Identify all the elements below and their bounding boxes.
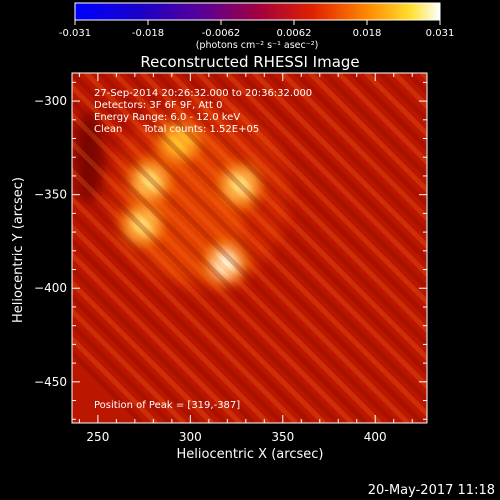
- artefact-stripe: [154, 73, 427, 348]
- artefact-stripe: [280, 73, 427, 222]
- artefact-stripe: [252, 73, 427, 250]
- artefact-stripe: [168, 73, 427, 334]
- colorbar-unit-label: (photons cm⁻² s⁻¹ asec⁻²): [196, 40, 319, 51]
- artefact-stripe: [72, 209, 284, 423]
- artefact-stripe: [196, 73, 427, 306]
- artefact-stripe: [72, 139, 354, 423]
- annotation-clean: Clean: [94, 124, 122, 135]
- artefact-stripe: [294, 73, 427, 208]
- dark-region: [74, 112, 103, 203]
- artefact-stripe: [72, 279, 214, 423]
- artefact-stripe: [72, 307, 186, 423]
- artefact-stripe: [72, 83, 410, 423]
- y-tick-label: −300: [34, 94, 67, 108]
- colorbar-tick-label: -0.018: [132, 28, 164, 39]
- artefact-stripe: [364, 73, 427, 138]
- x-axis-label: Heliocentric X (arcsec): [177, 447, 324, 462]
- artefact-stripe: [224, 73, 427, 278]
- footer-timestamp: 20-May-2017 11:18: [368, 483, 495, 498]
- artefact-stripe: [72, 223, 270, 423]
- x-tick-label: 350: [271, 430, 294, 444]
- annotation-energy-range: Energy Range: 6.0 - 12.0 keV: [94, 112, 240, 123]
- artefact-stripe: [72, 251, 242, 423]
- artefact-stripe: [182, 73, 427, 320]
- annotation-total-counts: Total counts: 1.52E+05: [142, 124, 259, 135]
- y-tick-label: −350: [34, 188, 67, 202]
- artefact-stripe: [72, 335, 158, 423]
- artefact-stripe: [112, 73, 427, 390]
- source-peak: [231, 176, 249, 195]
- artefact-stripe: [72, 181, 312, 423]
- artefact-stripe: [72, 97, 396, 423]
- artefact-stripe: [72, 237, 256, 423]
- colorbar: [74, 2, 441, 21]
- source-core: [166, 130, 193, 155]
- artefact-stripe: [450, 73, 500, 423]
- artefact-stripe: [72, 125, 368, 423]
- artefact-stripe: [350, 73, 427, 152]
- colorbar-tick-label: 0.031: [426, 28, 455, 39]
- heatmap-image: [72, 73, 500, 423]
- y-axis-label: Heliocentric Y (arcsec): [11, 177, 26, 323]
- colorbar-tick-label: -0.0062: [202, 28, 241, 39]
- artefact-stripe: [72, 195, 298, 423]
- artefact-stripe: [436, 73, 500, 423]
- artefact-stripe: [308, 73, 427, 194]
- artefact-stripe: [72, 321, 172, 423]
- artefact-stripe: [322, 73, 427, 180]
- source-peak: [141, 172, 158, 191]
- artefact-stripe: [140, 73, 427, 362]
- artefact-stripe: [126, 73, 427, 376]
- x-axis: 250 300 350 400: [78, 73, 413, 444]
- artefact-stripe: [266, 73, 427, 236]
- artefact-stripe: [72, 293, 200, 423]
- artefact-stripe: [464, 73, 500, 423]
- y-axis: −300 −350 −400 −450: [34, 81, 427, 420]
- artefact-stripe: [98, 73, 427, 404]
- artefact-stripe: [84, 73, 427, 418]
- artefact-stripe: [72, 111, 382, 423]
- artefact-stripe: [478, 73, 500, 423]
- colorbar-tick-label: -0.031: [59, 28, 91, 39]
- colorbar-ticks: -0.031 -0.018 -0.0062 0.0062 0.018 0.031: [59, 20, 454, 39]
- x-tick-label: 300: [179, 430, 202, 444]
- annotation-peak-position: Position of Peak = [319,-387]: [94, 400, 240, 411]
- x-tick-label: 400: [364, 430, 387, 444]
- artefact-stripe: [238, 73, 427, 264]
- source-peak: [134, 215, 151, 234]
- plot-frame: [71, 72, 428, 424]
- annotation-time-range: 27-Sep-2014 20:26:32.000 to 20:36:32.000: [94, 88, 312, 99]
- annotation-detectors: Detectors: 3F 6F 9F, Att 0: [94, 100, 222, 111]
- artefact-stripe: [72, 349, 144, 423]
- artefact-stripe: [210, 73, 427, 292]
- artefact-stripe: [336, 73, 427, 166]
- chart-title: Reconstructed RHESSI Image: [140, 53, 359, 71]
- x-tick-label: 250: [86, 430, 109, 444]
- y-tick-label: −400: [34, 281, 67, 295]
- artefact-stripe: [72, 73, 424, 423]
- artefact-stripe: [72, 167, 326, 423]
- peak-core: [218, 254, 233, 273]
- colorbar-tick-label: 0.0062: [277, 28, 312, 39]
- artefact-stripe: [72, 153, 340, 423]
- y-tick-label: −450: [34, 375, 67, 389]
- artefact-stripe: [492, 73, 500, 423]
- artefact-stripe: [420, 73, 427, 82]
- artefact-stripe: [72, 265, 228, 423]
- colorbar-tick-label: 0.018: [353, 28, 382, 39]
